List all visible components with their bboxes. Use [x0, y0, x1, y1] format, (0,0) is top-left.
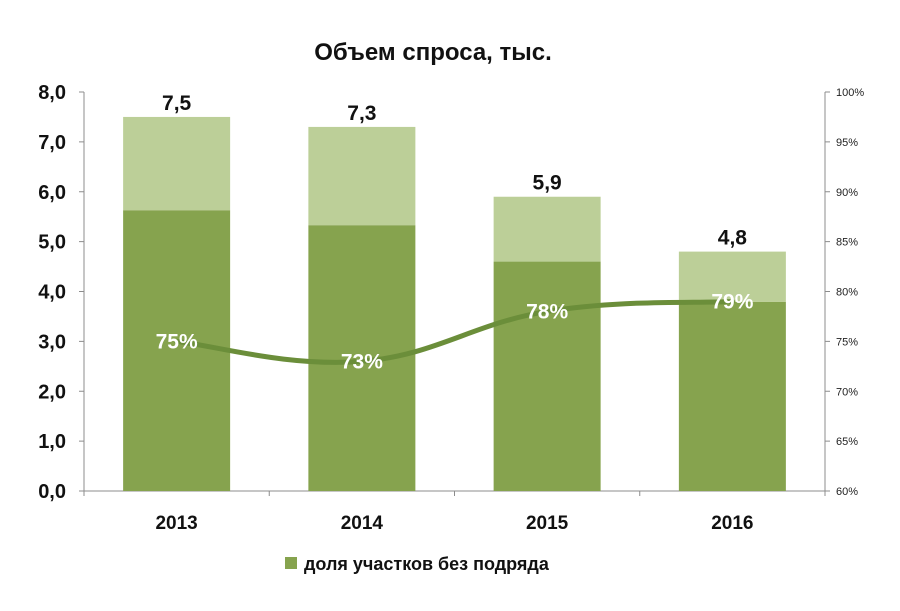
y-tick-label: 4,0 [38, 282, 66, 304]
x-tick-label: 2015 [526, 513, 569, 534]
bar-segment-upper [678, 251, 786, 302]
y2-tick-label: 65% [836, 436, 858, 448]
bar-segment-upper [308, 126, 416, 226]
total-value-label: 7,5 [162, 92, 192, 115]
x-tick-label: 2016 [711, 513, 753, 534]
x-tick-label: 2014 [341, 513, 384, 534]
share-value-label: 73% [341, 350, 383, 373]
x-tick-label: 2013 [155, 513, 197, 534]
share-line-layer [174, 298, 735, 365]
chart-title: Объем спроса, тыс. [314, 39, 552, 66]
share-value-label: 75% [156, 330, 198, 353]
data-labels: 7,5 75% 7,3 73% 5,9 78% 4,8 79% [156, 92, 754, 373]
y2-tick-label: 95% [836, 137, 858, 149]
y-tick-label: 1,0 [38, 431, 66, 453]
y-tick-label: 7,0 [38, 132, 66, 154]
share-line [174, 298, 735, 365]
y-tick-label: 6,0 [38, 182, 66, 204]
axes: 0,0 1,0 2,0 3,0 4,0 5,0 6,0 7,0 8,0 60% 65% 70% 75% 8… [38, 82, 864, 534]
y-tick-label: 8,0 [38, 82, 66, 104]
y2-tick-label: 85% [836, 237, 858, 249]
y2-tick-label: 75% [836, 336, 858, 348]
y2-tick-label: 60% [836, 486, 858, 498]
y2-tick-label: 70% [836, 386, 858, 398]
total-value-label: 4,8 [718, 227, 748, 250]
y2-tick-label: 90% [836, 187, 858, 199]
bar-segment-lower [678, 301, 786, 491]
y2-tick-label: 80% [836, 287, 858, 299]
y-tick-label: 5,0 [38, 232, 66, 254]
bar-segment-lower [493, 261, 601, 491]
bar-segment-upper [123, 116, 231, 211]
y2-tick-label: 100% [836, 87, 864, 99]
bar-segment-upper [493, 196, 601, 262]
total-value-label: 5,9 [533, 172, 562, 195]
legend: доля участков без подряда [285, 554, 550, 574]
bar-segment-lower [123, 210, 231, 492]
y-tick-label: 3,0 [38, 331, 66, 353]
legend-swatch [285, 557, 297, 569]
share-value-label: 78% [526, 300, 568, 323]
share-value-label: 79% [711, 290, 753, 313]
legend-label: доля участков без подряда [304, 554, 550, 574]
y-tick-label: 0,0 [38, 481, 66, 503]
y-tick-label: 2,0 [38, 381, 66, 403]
total-value-label: 7,3 [347, 102, 376, 125]
